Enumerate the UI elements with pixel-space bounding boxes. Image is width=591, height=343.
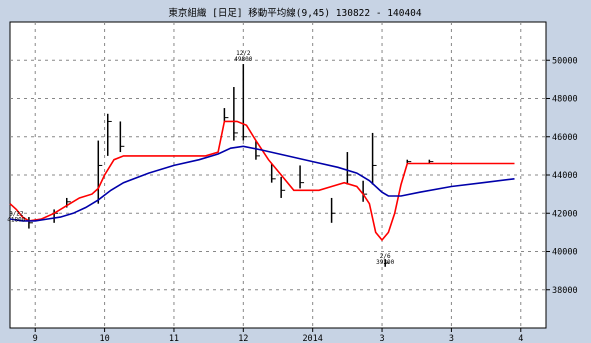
- grid-layer: [10, 22, 546, 328]
- x-axis: 9 10 11 12 2014 3 3 4: [33, 328, 523, 343]
- moving-average-long-line: [9, 145, 515, 222]
- y-tick-label: 46000: [552, 133, 578, 143]
- x-tick-label: 9: [33, 334, 38, 343]
- x-tick-label: 11: [169, 334, 179, 343]
- annotation-value: 41800: [7, 217, 25, 224]
- price-bar: [384, 259, 390, 267]
- x-tick-label: 12: [238, 334, 248, 343]
- price-bar: [270, 163, 276, 183]
- x-tick-label: 3: [379, 334, 384, 343]
- y-tick-label: 44000: [552, 171, 578, 181]
- y-tick-label: 40000: [552, 248, 578, 258]
- price-bar: [242, 64, 248, 141]
- y-tick-label: 38000: [552, 286, 578, 296]
- y-tick-label: 50000: [552, 56, 578, 66]
- moving-average-lines: [9, 120, 515, 242]
- price-bar: [299, 165, 305, 189]
- x-tick-label: 3: [449, 334, 454, 343]
- price-bar: [223, 108, 229, 122]
- price-bar: [106, 113, 112, 156]
- annotation-date: 2/6: [380, 253, 391, 260]
- y-axis: 38000 40000 42000 44000 46000 48000 50000: [546, 56, 578, 296]
- price-bar: [371, 132, 377, 185]
- x-tick-label: 2014: [302, 334, 322, 343]
- annotation-value: 39200: [376, 259, 394, 266]
- annotation-value: 49800: [234, 56, 252, 63]
- price-bars: [28, 64, 434, 267]
- price-bar: [280, 176, 286, 198]
- price-bar: [28, 217, 33, 229]
- price-bar: [346, 152, 352, 185]
- price-bar: [330, 197, 336, 223]
- y-tick-label: 48000: [552, 95, 578, 105]
- moving-average-short-line: [9, 120, 515, 242]
- x-tick-label: 4: [518, 334, 523, 343]
- annotation-date: 12/2: [236, 50, 251, 57]
- chart-title: 東京組織 [日足] 移動平均線(9,45) 130822 - 140404: [168, 7, 421, 19]
- annotation-date: 8/22: [9, 211, 24, 218]
- price-bar: [97, 140, 103, 204]
- price-bar: [255, 140, 260, 160]
- y-tick-label: 42000: [552, 209, 578, 219]
- price-bar: [233, 87, 238, 141]
- price-bar: [119, 121, 125, 153]
- x-tick-label: 10: [99, 334, 109, 343]
